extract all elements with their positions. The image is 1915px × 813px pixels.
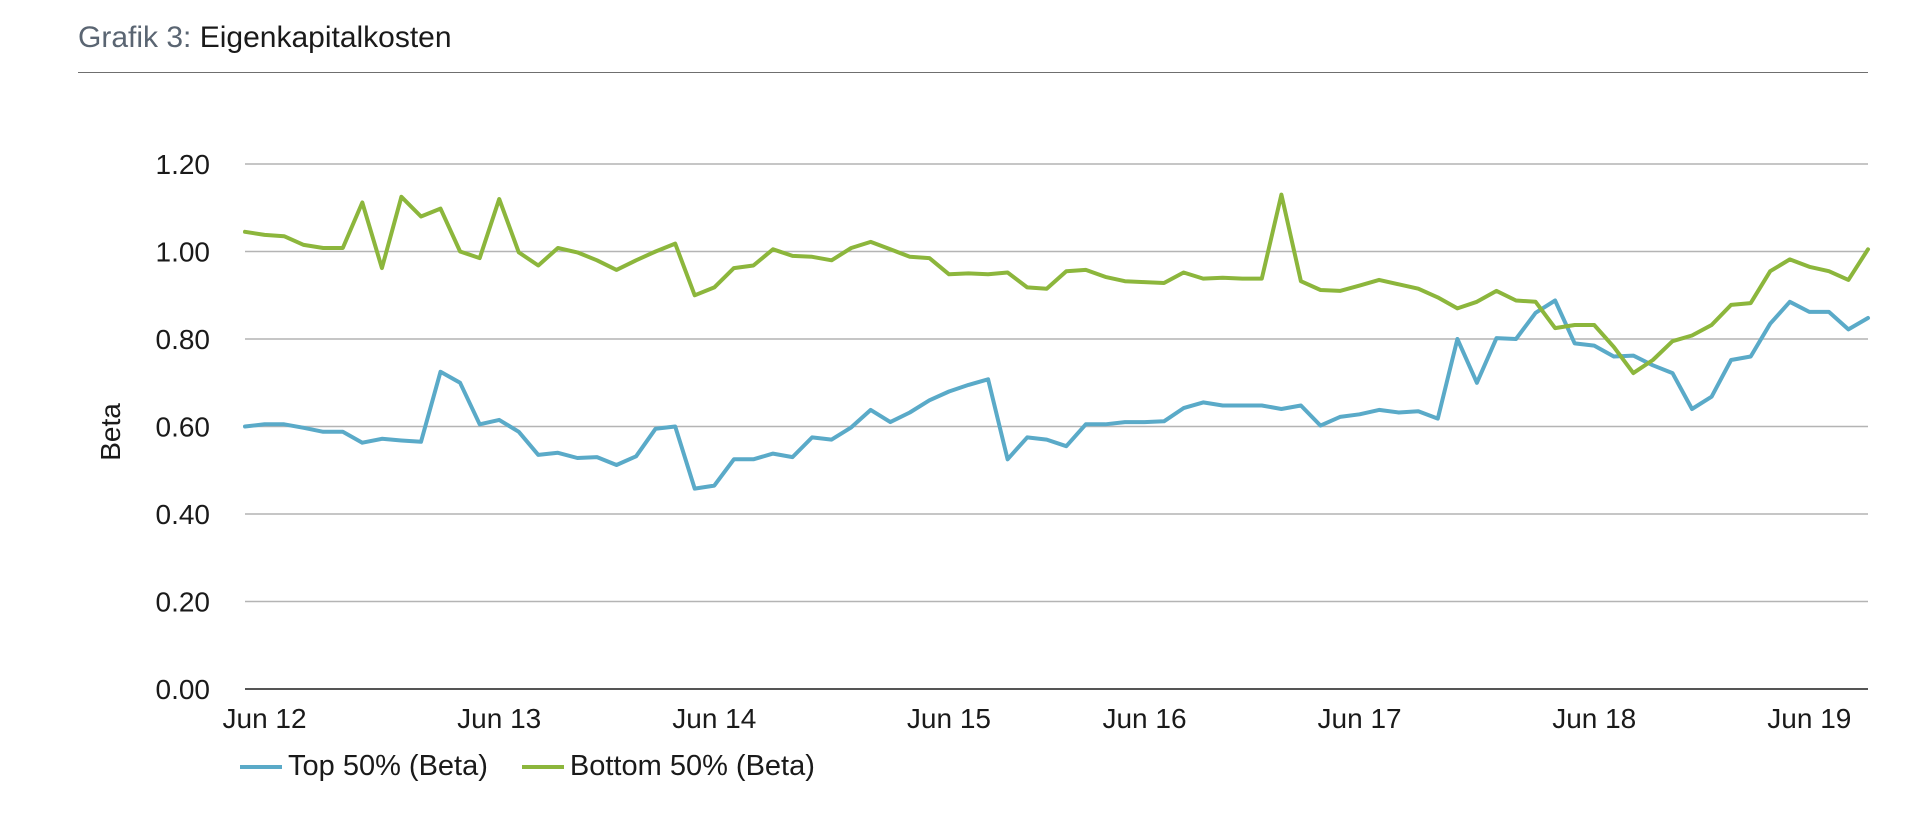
series-line-top-50 [243,298,1870,491]
y-tick-label: 0.40 [156,499,211,530]
x-tick-label: Jun 17 [1318,703,1402,734]
chart-title: Eigenkapitalkosten [199,21,452,54]
legend: Top 50% (Beta) Bottom 50% (Beta) [240,750,849,783]
figure-number: Grafik 3: [78,21,192,54]
x-tick-label: Jun 12 [223,703,307,734]
y-axis-ticks: 0.00 0.20 0.40 0.60 0.80 1.00 1.20 [156,149,211,705]
x-tick-label: Jun 14 [672,703,756,734]
y-tick-label: 0.00 [156,674,211,705]
x-tick-label: Jun 18 [1552,703,1636,734]
series-lines [243,192,1870,491]
y-tick-label: 1.00 [156,237,211,268]
x-tick-label: Jun 15 [907,703,991,734]
grid-lines [245,163,1868,690]
legend-label-bottom: Bottom 50% (Beta) [569,750,815,782]
series-line-bottom-50 [243,192,1870,376]
legend-label-top: Top 50% (Beta) [288,750,488,782]
y-tick-label: 0.80 [156,324,211,355]
x-tick-label: Jun 13 [457,703,541,734]
legend-swatch-bottom [521,764,564,769]
x-axis-ticks: Jun 12 Jun 13 Jun 14 Jun 15 Jun 16 Jun 17 Jun … [223,703,1852,734]
y-tick-label: 0.60 [156,412,211,443]
y-tick-label: 0.20 [156,587,211,618]
header-divider [78,72,1868,73]
legend-item-bottom: Bottom 50% (Beta) [521,750,815,783]
legend-item-top: Top 50% (Beta) [240,750,488,783]
x-tick-label: Jun 16 [1102,703,1186,734]
chart-header: Grafik 3: Eigenkapitalkosten [78,18,452,58]
y-axis-label: Beta [95,403,126,461]
y-tick-label: 1.20 [156,149,211,180]
legend-swatch-top [240,764,282,769]
x-tick-label: Jun 19 [1767,703,1851,734]
